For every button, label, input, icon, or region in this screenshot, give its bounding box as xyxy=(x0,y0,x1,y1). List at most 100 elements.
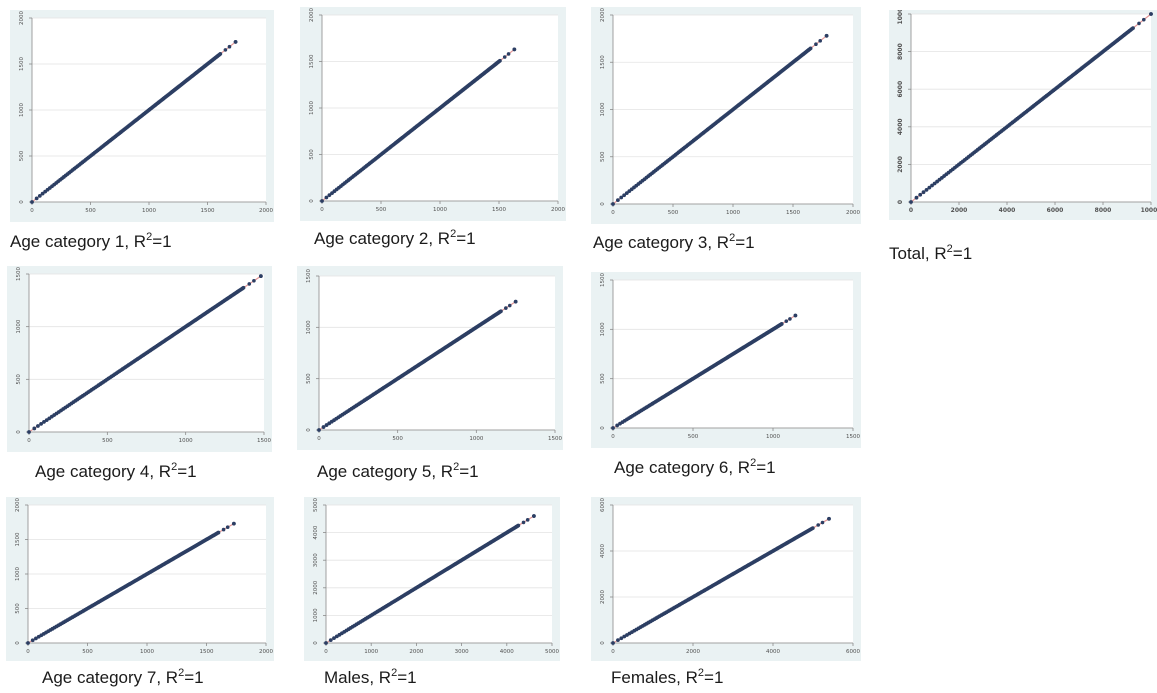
caption-superscript: 2 xyxy=(729,232,736,244)
x-tick-label: 1500 xyxy=(257,438,271,444)
y-tick-label: 0 xyxy=(309,199,315,203)
data-point xyxy=(788,317,792,321)
data-point xyxy=(1131,26,1135,30)
x-tick-label: 500 xyxy=(102,438,113,444)
data-point xyxy=(927,185,932,190)
x-tick-label: 1000 xyxy=(364,649,378,655)
y-tick-label: 500 xyxy=(306,373,312,384)
y-tick-label: 1000 xyxy=(313,608,319,622)
caption: Age category 2, R2=1 xyxy=(314,229,476,249)
data-point xyxy=(40,191,45,196)
data-point xyxy=(611,426,615,430)
chart-frame: 0 500 1000 1500 0 500 1000 1500 xyxy=(7,266,272,452)
data-point xyxy=(27,430,31,434)
y-tick-label: 0 xyxy=(897,200,904,204)
data-point xyxy=(504,306,508,310)
x-tick-label: 0 xyxy=(30,208,34,214)
data-point xyxy=(512,47,517,52)
data-point xyxy=(324,195,329,200)
x-tick-label: 1500 xyxy=(201,208,215,214)
data-point xyxy=(814,42,818,47)
caption: Age category 5, R2=1 xyxy=(317,462,479,482)
caption: Age category 6, R2=1 xyxy=(614,458,776,478)
y-tick-label: 2000 xyxy=(313,580,319,594)
data-point xyxy=(241,285,246,290)
data-point xyxy=(779,322,784,326)
caption-suffix: =1 xyxy=(152,232,172,251)
caption-suffix: =1 xyxy=(704,668,724,687)
data-point xyxy=(26,641,30,645)
x-tick-label: 3000 xyxy=(455,649,469,655)
y-tick-label: 0 xyxy=(16,430,22,434)
y-tick-label: 1000 xyxy=(600,102,606,116)
x-tick-label: 2000 xyxy=(551,207,565,213)
caption-text: Males, R xyxy=(324,668,392,687)
data-point xyxy=(216,530,221,535)
caption-text: Age category 7, R xyxy=(42,668,179,687)
y-tick-label: 0 xyxy=(600,426,606,430)
caption-suffix: =1 xyxy=(456,229,476,248)
caption: Age category 1, R2=1 xyxy=(10,232,172,252)
y-tick-label: 1000 xyxy=(600,322,606,336)
y-tick-label: 500 xyxy=(19,150,25,161)
data-point xyxy=(808,46,813,51)
caption: Females, R2=1 xyxy=(611,668,723,688)
x-tick-label: 500 xyxy=(392,436,403,442)
scatter-plot: 0 500 1000 1500 2000 0 500 1000 1500 2000 xyxy=(309,8,565,213)
data-point xyxy=(816,523,820,527)
data-point xyxy=(615,198,620,203)
data-point xyxy=(324,641,328,645)
y-tick-label: 1000 xyxy=(15,567,21,581)
chart-frame: 0 1000 2000 3000 4000 5000 0 1000 2000 3000 4000 50… xyxy=(304,497,560,661)
data-point xyxy=(328,638,333,642)
data-point xyxy=(506,52,511,56)
data-point xyxy=(525,518,530,522)
data-point xyxy=(914,195,919,200)
x-tick-label: 4000 xyxy=(999,207,1016,214)
caption-text: Age category 5, R xyxy=(317,462,454,481)
chart-frame: 0 2000 4000 6000 8000 10000 0 2000 4000 6000 8000 1… xyxy=(889,10,1157,220)
y-tick-label: 0 xyxy=(600,641,606,645)
caption: Age category 7, R2=1 xyxy=(42,668,204,688)
caption: Age category 3, R2=1 xyxy=(593,233,755,253)
chart-frame: 0 500 1000 1500 2000 0 500 1000 1500 2000 xyxy=(10,10,274,222)
caption-suffix: =1 xyxy=(184,668,204,687)
chart-frame: 0 500 1000 1500 0 500 1000 1500 xyxy=(297,266,563,450)
y-tick-label: 6000 xyxy=(897,81,904,98)
y-tick-label: 1500 xyxy=(309,54,315,68)
data-point xyxy=(615,423,620,428)
y-tick-label: 4000 xyxy=(897,118,904,135)
y-tick-label: 1000 xyxy=(19,103,25,117)
data-point xyxy=(507,303,512,308)
data-point xyxy=(218,52,223,56)
y-tick-label: 8000 xyxy=(897,43,904,60)
y-tick-label: 2000 xyxy=(600,8,606,22)
data-point xyxy=(233,40,238,44)
caption-text: Age category 4, R xyxy=(35,462,172,481)
caption-text: Age category 6, R xyxy=(614,458,751,477)
x-tick-label: 500 xyxy=(82,649,93,655)
data-point xyxy=(32,426,37,431)
scatter-plot: 0 500 1000 1500 0 500 1000 1500 xyxy=(306,269,562,442)
y-tick-label: 1500 xyxy=(15,532,21,546)
x-tick-label: 2000 xyxy=(259,649,273,655)
caption-text: Females, R xyxy=(611,668,698,687)
caption-suffix: =1 xyxy=(952,244,973,263)
data-point xyxy=(793,313,798,318)
x-tick-label: 6000 xyxy=(1047,207,1064,214)
chart-frame: 0 500 1000 1500 0 500 1000 1500 xyxy=(591,272,861,448)
x-tick-label: 0 xyxy=(324,649,328,655)
y-tick-label: 1000 xyxy=(16,319,22,333)
x-tick-label: 1000 xyxy=(179,438,193,444)
data-point xyxy=(930,183,934,188)
data-point xyxy=(317,428,321,432)
data-point xyxy=(516,523,521,528)
x-tick-label: 1500 xyxy=(492,207,506,213)
x-tick-label: 0 xyxy=(611,434,615,440)
scatter-plot: 0 500 1000 1500 0 500 1000 1500 xyxy=(16,267,271,444)
y-tick-label: 0 xyxy=(313,641,319,645)
data-point xyxy=(909,200,913,204)
y-tick-label: 6000 xyxy=(600,498,606,512)
caption-text: Age category 2, R xyxy=(314,229,451,248)
data-point xyxy=(34,196,39,201)
